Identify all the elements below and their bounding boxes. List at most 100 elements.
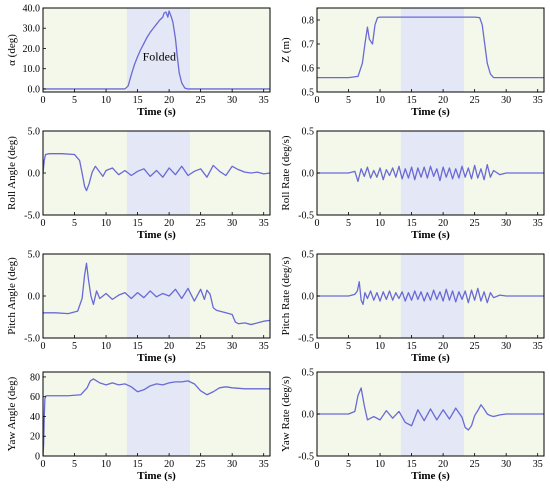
y-tick-label: 0.5 — [302, 250, 315, 261]
chart-panel-2: 0 5 10 15 20 25 30 35 0.5 0.6 0.7 0.8 Time (s) Z (m) — [280, 7, 545, 118]
y-tick-label: 10.0 — [23, 64, 41, 75]
y-tick-label: -5.0 — [24, 211, 40, 222]
x-tick-label: 30 — [501, 95, 511, 106]
y-tick-label: 0.5 — [302, 88, 315, 99]
x-axis-label: Time (s) — [411, 106, 450, 118]
x-tick-label: 15 — [407, 95, 417, 106]
x-tick-label: 25 — [470, 341, 480, 352]
x-tick-label: 10 — [101, 95, 111, 106]
x-tick-label: 30 — [227, 459, 237, 470]
x-tick-label: 15 — [133, 218, 143, 229]
x-tick-label: 25 — [470, 218, 480, 229]
y-tick-label: 0.0 — [28, 84, 41, 95]
y-tick-label: 0.0 — [302, 410, 315, 421]
y-tick-label: 40.0 — [23, 4, 41, 15]
x-axis-label: Time (s) — [411, 470, 450, 482]
x-tick-label: 25 — [196, 95, 206, 106]
x-tick-label: 5 — [346, 95, 351, 106]
x-tick-label: 30 — [227, 218, 237, 229]
y-tick-label: 0.0 — [28, 292, 41, 303]
y-axis-label: Yaw Angle (deg) — [6, 376, 18, 451]
x-axis-label: Time (s) — [137, 352, 176, 364]
x-axis-label: Time (s) — [137, 470, 176, 482]
x-tick-label: 15 — [133, 459, 143, 470]
x-tick-label: 20 — [164, 95, 174, 106]
x-tick-label: 10 — [101, 341, 111, 352]
plot-frame — [42, 371, 271, 457]
x-tick-label: 5 — [72, 459, 77, 470]
y-tick-label: 5.0 — [28, 250, 41, 261]
x-tick-label: 10 — [375, 95, 385, 106]
x-tick-label: 20 — [164, 341, 174, 352]
x-axis-label: Time (s) — [137, 106, 176, 118]
x-tick-label: 25 — [470, 459, 480, 470]
series-line — [43, 153, 270, 192]
x-tick-label: 20 — [164, 218, 174, 229]
x-tick-label: 0 — [41, 95, 46, 106]
x-tick-label: 15 — [407, 459, 417, 470]
series-line — [317, 387, 544, 431]
x-tick-label: 0 — [41, 341, 46, 352]
x-tick-label: 25 — [196, 218, 206, 229]
x-tick-label: 30 — [227, 341, 237, 352]
y-tick-label: 0.0 — [28, 169, 41, 180]
x-tick-label: 35 — [259, 218, 269, 229]
chart-panel-3: 0 5 10 15 20 25 30 35 -5.0 0.0 5.0 Time (s) Roll Ang… — [6, 127, 271, 241]
x-tick-label: 10 — [101, 459, 111, 470]
x-tick-label: 5 — [346, 459, 351, 470]
y-tick-label: 20.0 — [23, 44, 41, 55]
chart-panel-7: 0 5 10 15 20 25 30 35 0 20 40 60 80 Time (s) Yaw Angle… — [6, 371, 271, 482]
x-tick-label: 35 — [259, 459, 269, 470]
plot-frame — [316, 7, 545, 93]
y-tick-label: 0.7 — [302, 40, 315, 51]
x-tick-label: 5 — [346, 218, 351, 229]
x-axis-label: Time (s) — [137, 229, 176, 241]
x-tick-label: 0 — [315, 218, 320, 229]
x-tick-label: 20 — [438, 218, 448, 229]
x-tick-label: 25 — [196, 341, 206, 352]
x-tick-label: 0 — [41, 459, 46, 470]
y-tick-label: -0.5 — [298, 334, 314, 345]
x-tick-label: 10 — [375, 459, 385, 470]
x-tick-label: 15 — [133, 95, 143, 106]
chart-panel-6: 0 5 10 15 20 25 30 35 -0.5 0.0 0.5 Time (s) Pitch Ra… — [280, 250, 545, 364]
x-tick-label: 30 — [501, 459, 511, 470]
chart-panel-8: 0 5 10 15 20 25 30 35 -0.5 0.0 0.5 Time (s) Yaw Rate… — [280, 368, 545, 482]
folded-region — [126, 372, 190, 456]
x-tick-label: 15 — [407, 341, 417, 352]
y-tick-label: 5.0 — [28, 127, 41, 138]
x-tick-label: 15 — [133, 341, 143, 352]
y-tick-label: 0 — [35, 452, 40, 463]
y-axis-label: Yaw Rate (deg/s) — [280, 376, 292, 452]
x-tick-label: 30 — [501, 341, 511, 352]
x-tick-label: 35 — [533, 459, 543, 470]
x-tick-label: 35 — [259, 341, 269, 352]
chart-panel-5: 0 5 10 15 20 25 30 35 -5.0 0.0 5.0 Time (s) Pitch An… — [6, 250, 271, 364]
y-tick-label: -0.5 — [298, 452, 314, 463]
series-line — [43, 262, 270, 326]
x-tick-label: 0 — [315, 459, 320, 470]
x-tick-label: 20 — [438, 459, 448, 470]
folded-region — [400, 8, 464, 92]
x-tick-label: 25 — [470, 95, 480, 106]
x-tick-label: 35 — [533, 218, 543, 229]
folded-region — [400, 372, 464, 456]
x-tick-label: 20 — [438, 341, 448, 352]
y-tick-label: 0.6 — [302, 64, 315, 75]
y-tick-label: 0.5 — [302, 368, 315, 379]
y-tick-label: 0.0 — [302, 292, 315, 303]
x-tick-label: 30 — [227, 95, 237, 106]
y-tick-label: 0.0 — [302, 169, 315, 180]
y-axis-label: Roll Angle (deg) — [6, 136, 18, 210]
series-line — [317, 16, 544, 79]
series-line — [43, 378, 270, 456]
y-axis-label: Pitch Angle (deg) — [6, 257, 18, 335]
x-tick-label: 35 — [533, 341, 543, 352]
y-axis-label: α (deg) — [6, 34, 18, 66]
chart-panel-1: 0 5 10 15 20 25 30 35 0.0 10.0 20.0 30.0 40.0 Time (s… — [6, 4, 271, 118]
y-axis-label: Pitch Rate (deg/s) — [280, 256, 292, 335]
y-tick-label: 30.0 — [23, 24, 41, 35]
y-axis-label: Roll Rate (deg/s) — [280, 135, 292, 210]
x-tick-label: 0 — [315, 341, 320, 352]
